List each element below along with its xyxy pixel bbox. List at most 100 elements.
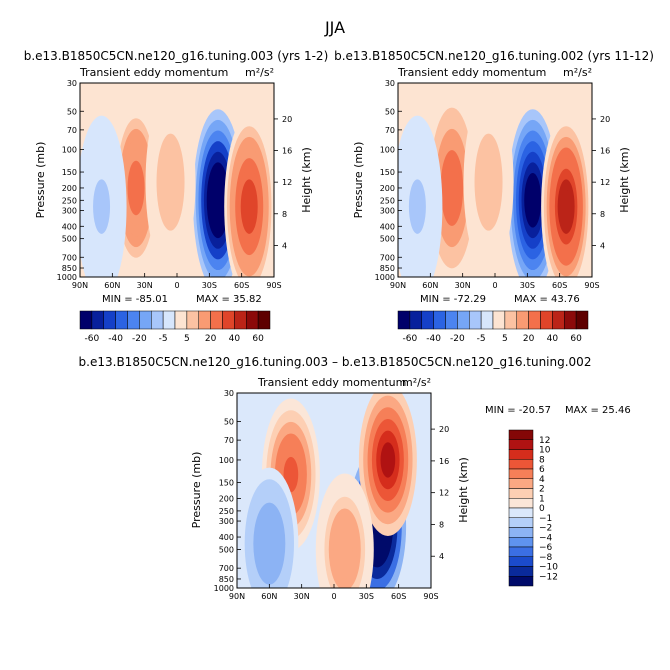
panel-1-field (80, 83, 274, 277)
colorbar-label: 20 (523, 334, 535, 344)
contour-level (446, 171, 458, 205)
y-tick-label: 500 (219, 545, 234, 554)
x-tick-label: 30N (294, 592, 310, 601)
y-tick-label: 700 (62, 253, 77, 262)
panel-3-ticks: 305070100150200250300400500700850100090N… (214, 389, 450, 601)
panel-2-min: MIN = -72.29 (420, 294, 486, 305)
x-tick-label: 60N (104, 281, 120, 290)
panel-3: b.e13.B1850C5CN.ne120_g16.tuning.003 – b… (79, 355, 631, 601)
colorbar-swatch (516, 310, 529, 330)
x-tick-label: 30S (359, 592, 374, 601)
contour-level (411, 189, 424, 224)
colorbar-label: 0 (539, 504, 545, 514)
x-tick-label: 60N (422, 281, 438, 290)
colorbar-label: −6 (539, 543, 553, 553)
colorbar-label: 12 (539, 436, 550, 446)
colorbar-label: −10 (539, 563, 558, 573)
y-tick-label: 400 (380, 222, 395, 231)
x-tick-label: 60N (261, 592, 277, 601)
colorbar-swatch (552, 310, 565, 330)
y-tick-label: 50 (67, 107, 77, 116)
panel-3-ylabel: Pressure (mb) (190, 452, 203, 529)
colorbar-swatch (469, 310, 482, 330)
height-tick-label: 4 (600, 241, 605, 250)
colorbar-swatch (508, 459, 534, 470)
x-tick-label: 90N (72, 281, 88, 290)
panel-2-ylabel-right: Height (km) (618, 147, 631, 213)
y-tick-label: 850 (219, 575, 234, 584)
panel-1-ylabel-right: Height (km) (300, 147, 313, 213)
colorbar-label: 5 (184, 334, 190, 344)
colorbar-label: 1 (539, 494, 545, 504)
y-tick-label: 30 (67, 79, 77, 88)
colorbar-swatch (79, 310, 93, 330)
panel-2-units: m²/s² (563, 66, 592, 79)
height-tick-label: 12 (600, 178, 610, 187)
y-tick-label: 500 (62, 235, 77, 244)
panel-1-title: b.e13.B1850C5CN.ne120_g16.tuning.003 (yr… (24, 49, 329, 63)
contour-level (262, 525, 277, 562)
colorbar-swatch (198, 310, 211, 330)
colorbar-label: 4 (539, 475, 545, 485)
x-tick-label: 90S (423, 592, 438, 601)
y-tick-label: 70 (67, 126, 77, 135)
y-tick-label: 30 (224, 389, 234, 398)
contour-level (380, 442, 396, 478)
x-tick-label: 60S (391, 592, 406, 601)
colorbar-label: -60 (403, 334, 418, 344)
colorbar-swatch (508, 488, 534, 499)
colorbar-label: -60 (85, 334, 100, 344)
colorbar-swatch (103, 310, 116, 330)
y-tick-label: 150 (62, 168, 77, 177)
y-tick-label: 50 (385, 107, 395, 116)
colorbar-swatch (210, 310, 223, 330)
colorbar-label: −12 (539, 572, 558, 582)
y-tick-label: 50 (224, 417, 234, 426)
colorbar-swatch (162, 310, 176, 330)
colorbar-label: 40 (547, 334, 559, 344)
colorbar-swatch (508, 527, 534, 538)
y-tick-label: 400 (62, 222, 77, 231)
y-tick-label: 100 (380, 146, 395, 155)
x-tick-label: 30N (137, 281, 153, 290)
colorbar-swatch (528, 310, 541, 330)
colorbar-label: -20 (132, 334, 147, 344)
colorbar-label: 60 (570, 334, 582, 344)
contour-level (526, 183, 539, 217)
x-tick-label: 30N (455, 281, 471, 290)
y-tick-label: 1000 (214, 584, 234, 593)
colorbar-label: 10 (539, 446, 551, 456)
colorbar-swatch (508, 449, 534, 460)
colorbar-swatch (492, 310, 506, 330)
panel-2-colorbar: -60 -40 -20 -5 5 20 40 60 (397, 310, 589, 344)
page-title: JJA (324, 18, 345, 37)
colorbar-swatch (508, 546, 534, 557)
contour-level (243, 189, 255, 224)
x-tick-label: 60S (234, 281, 249, 290)
colorbar-swatch (421, 310, 434, 330)
colorbar-swatch (508, 576, 534, 587)
panel-2: b.e13.B1850C5CN.ne120_g16.tuning.002 (yr… (334, 49, 654, 344)
panel-1-ylabel: Pressure (mb) (34, 142, 47, 219)
colorbar-label: -40 (426, 334, 441, 344)
panel-3-field (237, 393, 431, 588)
colorbar-label: -20 (450, 334, 465, 344)
x-tick-label: 60S (552, 281, 567, 290)
y-tick-label: 850 (380, 264, 395, 273)
colorbar-label: 8 (539, 455, 545, 465)
x-tick-label: 0 (331, 592, 336, 601)
y-tick-label: 30 (385, 79, 395, 88)
colorbar-swatch (91, 310, 104, 330)
y-tick-label: 1000 (375, 273, 395, 282)
colorbar-swatch (508, 498, 534, 509)
colorbar-swatch (151, 310, 164, 330)
panel-3-max: MAX = 25.46 (565, 405, 631, 416)
colorbar-swatch (257, 310, 271, 330)
x-tick-label: 90N (390, 281, 406, 290)
colorbar-swatch (480, 310, 494, 330)
panel-2-field (398, 83, 592, 277)
height-tick-label: 8 (600, 210, 605, 219)
panel-1-subtitle: Transient eddy momentum (79, 66, 228, 79)
panel-1-ticks: 305070100150200250300400500700850100090N… (57, 79, 293, 290)
panel-3-subtitle: Transient eddy momentum (257, 376, 406, 389)
